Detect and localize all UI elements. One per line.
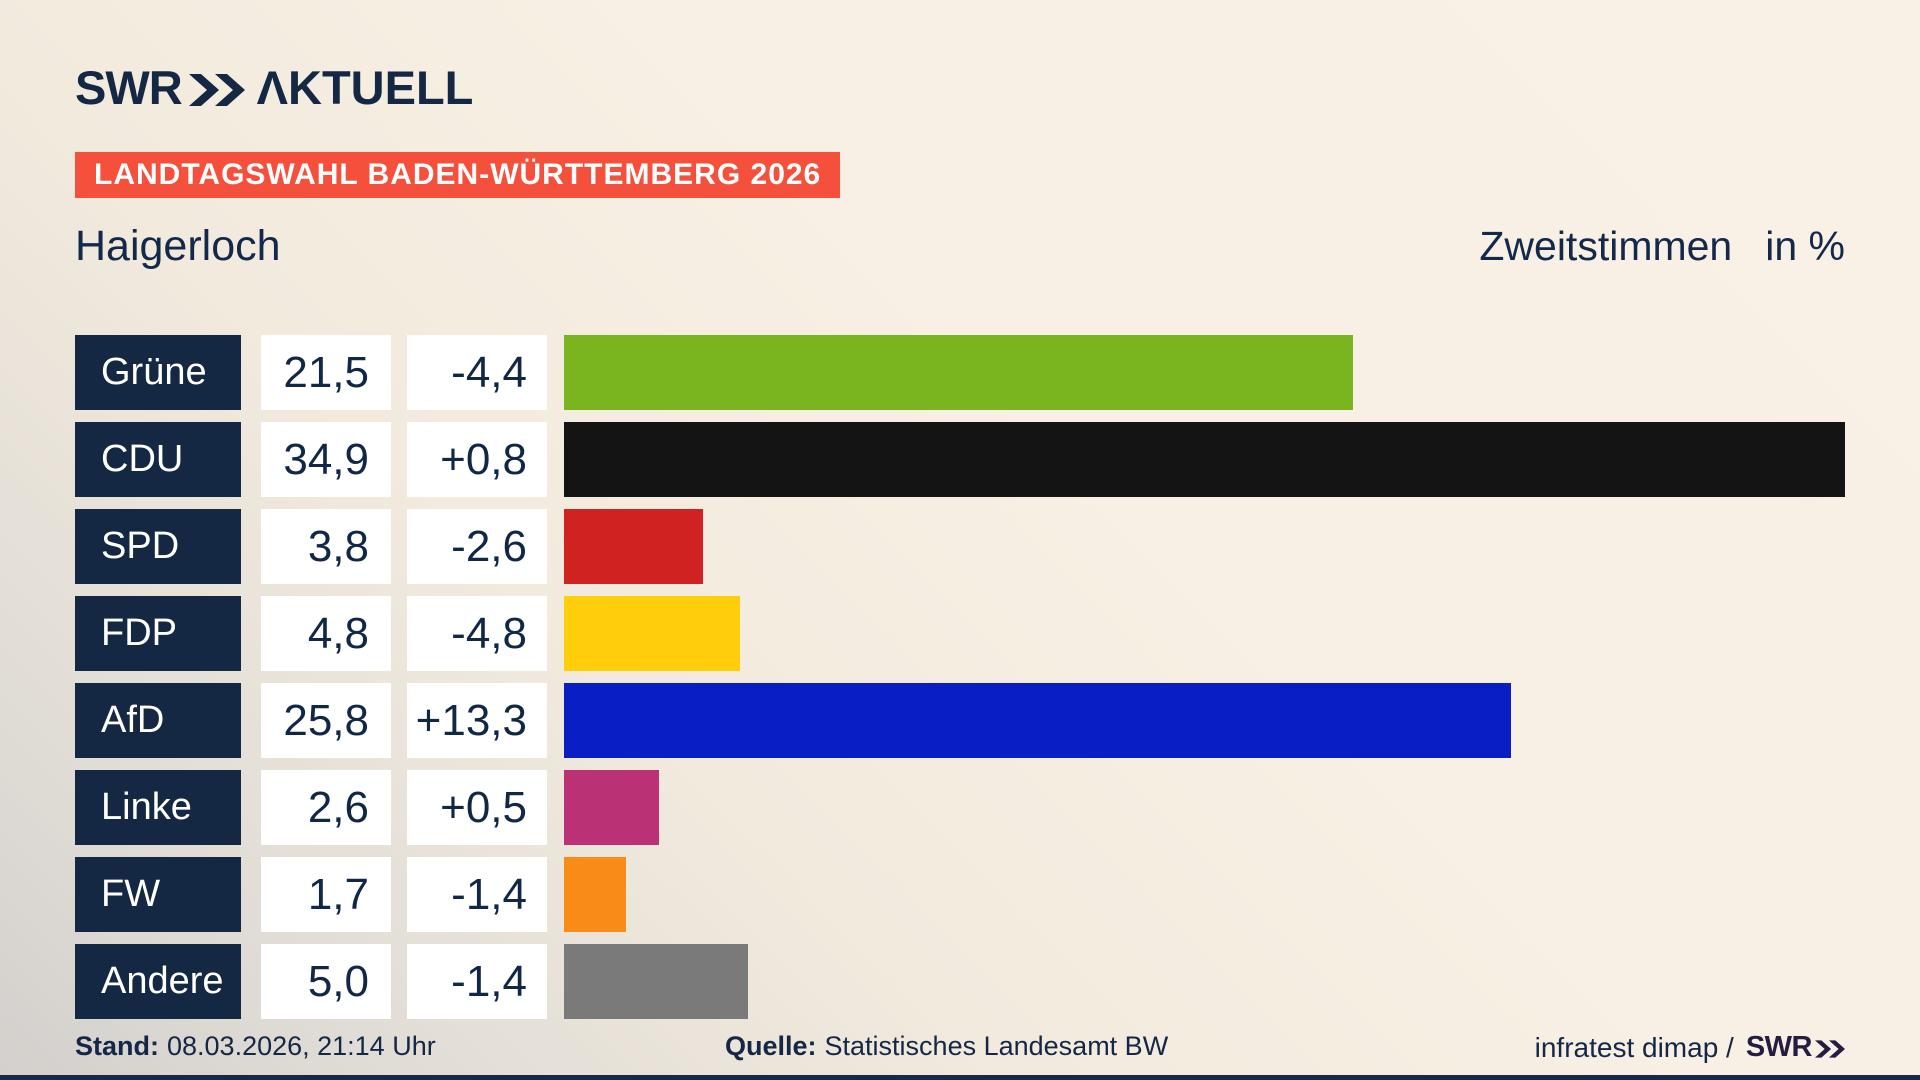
table-row: AfD 25,8 +13,3 bbox=[75, 683, 1845, 758]
party-label: SPD bbox=[75, 509, 241, 584]
swr-wordmark: SWR bbox=[75, 61, 183, 114]
table-row: SPD 3,8 -2,6 bbox=[75, 509, 1845, 584]
table-row: Andere 5,0 -1,4 bbox=[75, 944, 1845, 1019]
diff-cell: +13,3 bbox=[407, 683, 547, 758]
credit-line: infratest dimap / SWR bbox=[1535, 1031, 1845, 1064]
measure-title: Zweitstimmen in % bbox=[1479, 223, 1845, 270]
value-cell: 21,5 bbox=[261, 335, 391, 410]
bar-track bbox=[564, 857, 1845, 932]
title-row: Haigerloch Zweitstimmen in % bbox=[75, 222, 1845, 271]
value-cell: 34,9 bbox=[261, 422, 391, 497]
election-badge: LANDTAGSWAHL BADEN-WÜRTTEMBERG 2026 bbox=[75, 152, 841, 198]
diff-cell: -4,4 bbox=[407, 335, 547, 410]
value-cell: 5,0 bbox=[261, 944, 391, 1019]
bar-track bbox=[564, 683, 1845, 758]
quelle-value: Statistisches Landesamt BW bbox=[824, 1031, 1169, 1061]
swr-aktuell-logo: SWR ΛKTUELL bbox=[75, 60, 473, 115]
bar bbox=[564, 509, 704, 584]
swr-wordmark-small: SWR bbox=[1745, 1031, 1813, 1063]
diff-cell: -2,6 bbox=[407, 509, 547, 584]
quelle-label: Quelle: bbox=[725, 1031, 817, 1061]
page-title: Haigerloch bbox=[75, 222, 281, 270]
table-row: FW 1,7 -1,4 bbox=[75, 857, 1845, 932]
bar-track bbox=[564, 596, 1845, 671]
stand-value: 08.03.2026, 21:14 Uhr bbox=[167, 1031, 436, 1061]
party-label: Grüne bbox=[75, 335, 241, 410]
table-row: FDP 4,8 -4,8 bbox=[75, 596, 1845, 671]
footer: Stand: 08.03.2026, 21:14 Uhr Quelle: Stati… bbox=[75, 1031, 1845, 1065]
double-chevron-icon bbox=[1815, 1039, 1845, 1058]
bar-track bbox=[564, 335, 1845, 410]
stand-label: Stand: bbox=[75, 1031, 159, 1061]
table-row: Linke 2,6 +0,5 bbox=[75, 770, 1845, 845]
status-timestamp: Stand: 08.03.2026, 21:14 Uhr bbox=[75, 1031, 436, 1062]
swr-credit-logo: SWR bbox=[1746, 1031, 1845, 1064]
table-row: CDU 34,9 +0,8 bbox=[75, 422, 1845, 497]
bar bbox=[564, 683, 1511, 758]
value-cell: 1,7 bbox=[261, 857, 391, 932]
party-label: Andere bbox=[75, 944, 241, 1019]
diff-cell: -4,8 bbox=[407, 596, 547, 671]
party-label: FDP bbox=[75, 596, 241, 671]
results-bar-chart: Grüne 21,5 -4,4 CDU 34,9 +0,8 SPD 3,8 -2… bbox=[75, 335, 1845, 1019]
credit-text: infratest dimap / bbox=[1534, 1031, 1734, 1063]
diff-cell: +0,5 bbox=[407, 770, 547, 845]
value-cell: 25,8 bbox=[261, 683, 391, 758]
party-label: FW bbox=[75, 857, 241, 932]
aktuell-wordmark: ΛKTUELL bbox=[256, 61, 474, 114]
source-line: Quelle: Statistisches Landesamt BW bbox=[725, 1031, 1168, 1062]
party-label: CDU bbox=[75, 422, 241, 497]
double-chevron-icon bbox=[188, 73, 245, 106]
value-cell: 3,8 bbox=[261, 509, 391, 584]
diff-cell: -1,4 bbox=[407, 857, 547, 932]
measure-label: Zweitstimmen bbox=[1479, 223, 1733, 269]
bar bbox=[564, 770, 660, 845]
party-label: Linke bbox=[75, 770, 241, 845]
party-label: AfD bbox=[75, 683, 241, 758]
value-cell: 4,8 bbox=[261, 596, 391, 671]
bar bbox=[564, 944, 748, 1019]
diff-cell: +0,8 bbox=[407, 422, 547, 497]
value-cell: 2,6 bbox=[261, 770, 391, 845]
diff-cell: -1,4 bbox=[407, 944, 547, 1019]
table-row: Grüne 21,5 -4,4 bbox=[75, 335, 1845, 410]
bar bbox=[564, 335, 1354, 410]
bar-track bbox=[564, 509, 1845, 584]
bar-track bbox=[564, 770, 1845, 845]
bar bbox=[564, 596, 741, 671]
bottom-edge-strip bbox=[0, 1075, 1920, 1080]
unit-label: in % bbox=[1765, 223, 1845, 269]
bar-track bbox=[564, 422, 1845, 497]
bar bbox=[564, 857, 627, 932]
bar bbox=[564, 422, 1845, 497]
bar-track bbox=[564, 944, 1845, 1019]
